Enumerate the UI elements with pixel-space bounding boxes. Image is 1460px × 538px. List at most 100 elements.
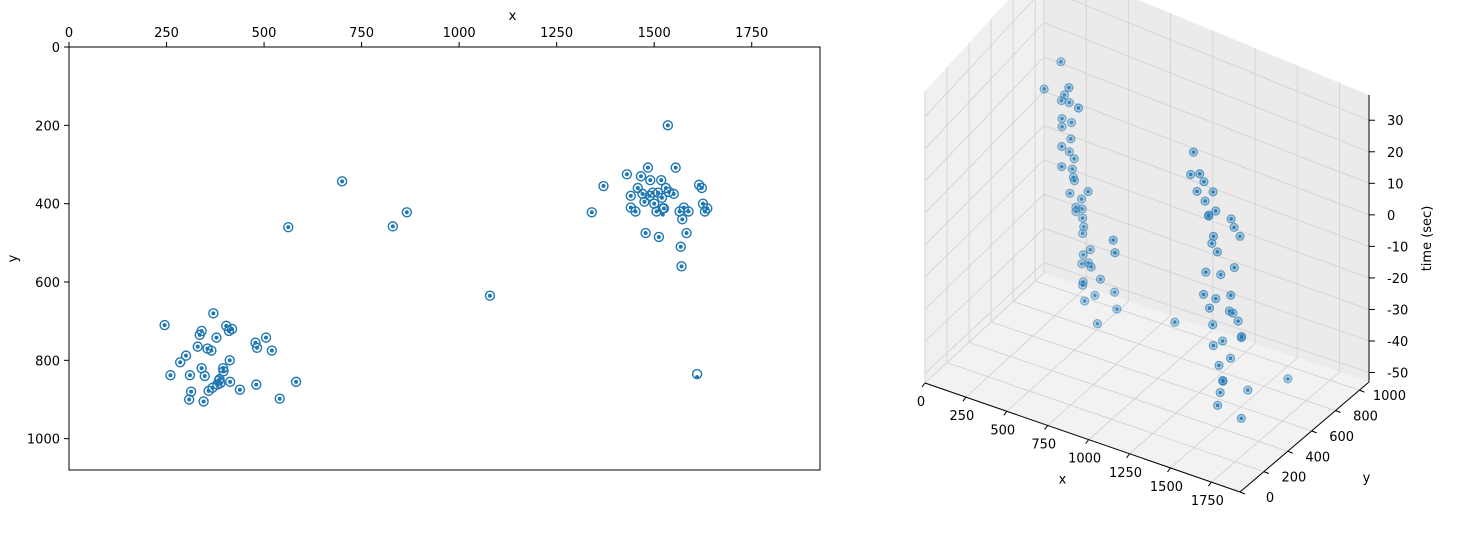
data-point-dot	[1215, 250, 1220, 254]
x-tick-label: 250	[949, 409, 974, 424]
y-tick-label: 200	[1281, 471, 1306, 486]
data-point-dot	[1059, 164, 1064, 169]
data-point-dot	[1072, 156, 1076, 161]
grid-line-x-floor	[1170, 357, 1298, 469]
data-point-dot	[1220, 339, 1225, 343]
data-point-dot	[1239, 416, 1244, 421]
data-point-ring	[691, 368, 703, 380]
data-point-dot	[187, 373, 192, 378]
data-point-dot	[1080, 231, 1085, 236]
data-point-ring	[215, 377, 226, 389]
grid-line-y-floor	[1013, 301, 1336, 411]
data-point-dot	[1076, 106, 1081, 110]
x-tick-label: 1000	[443, 26, 476, 41]
data-point-dot	[1113, 250, 1117, 255]
data-point-dot	[195, 344, 200, 349]
y-tick-mark	[1239, 491, 1246, 495]
data-point-ring	[696, 182, 707, 194]
scatter-3d-chart: 02505007501000125015001750x0200400600800…	[917, 0, 1435, 509]
data-point-dot	[1081, 280, 1085, 284]
x-tick-mark	[1126, 453, 1130, 459]
grid-line-y-floor	[1035, 280, 1360, 391]
data-point-dot	[645, 165, 650, 170]
data-point-dot	[1042, 87, 1046, 91]
data-point-dot	[1232, 265, 1237, 270]
y-tick-label: 1000	[27, 433, 60, 448]
data-point-dot	[1213, 209, 1218, 213]
data-point-dot	[1060, 116, 1064, 121]
data-point-dot	[237, 387, 242, 392]
x-tick-label: 0	[917, 395, 925, 410]
grid-line-z-left	[924, 125, 1045, 246]
data-point-dot	[1069, 120, 1074, 125]
data-point-dot	[184, 353, 189, 358]
data-point-dot	[1239, 335, 1244, 340]
scatter-2d-chart: 0 250 500 750 1000 1250 1500 1750 0 200 400 600 800 1…	[6, 9, 821, 471]
data-point-ring	[183, 394, 195, 405]
data-point-ring	[668, 188, 679, 200]
x-tick-label: 0	[65, 26, 73, 41]
grid-line-x-floor	[965, 286, 1087, 398]
data-point-dot	[1231, 311, 1235, 315]
data-point-ring	[159, 319, 170, 331]
pane-back	[1044, 0, 1369, 382]
y-tick-label: 0	[1266, 491, 1274, 506]
data-point-dot	[1217, 363, 1221, 368]
grid-line-z-back	[1043, 22, 1370, 153]
data-point-ring	[640, 227, 651, 239]
y-axis-label: y	[1363, 471, 1371, 486]
z-tick-label: -40	[1387, 335, 1408, 350]
z-tick-label: -20	[1387, 272, 1408, 287]
data-point-dot	[673, 165, 678, 170]
data-point-dot	[1210, 322, 1215, 327]
y-tick-label: 400	[1305, 450, 1330, 465]
data-point-dot	[1218, 272, 1223, 277]
x-tick-label: 1500	[1150, 480, 1183, 495]
data-point-dot	[187, 397, 192, 402]
data-point-ring	[250, 337, 261, 348]
data-point-dot	[214, 335, 219, 340]
data-point-dot	[1068, 137, 1073, 141]
y-axis-line	[1239, 381, 1370, 493]
data-point-ring	[645, 174, 656, 186]
data-point-dot	[189, 389, 194, 394]
grid-line-x-floor	[924, 272, 1045, 384]
x-tick-label: 250	[154, 26, 179, 41]
x-tick-mark	[1003, 411, 1008, 416]
z-tick-label: 20	[1387, 146, 1404, 161]
data-point-ring	[266, 345, 278, 356]
data-point-dot	[286, 225, 291, 230]
data-point-dot	[1206, 213, 1211, 217]
x-tick-label: 750	[349, 26, 374, 41]
data-point-dot	[228, 379, 233, 384]
x-tick-mark	[1085, 439, 1090, 444]
data-point-dot	[1080, 261, 1084, 266]
y-tick-mark	[1311, 430, 1317, 434]
grid-line-z-left	[924, 193, 1045, 310]
data-point-dot	[1086, 189, 1090, 194]
x-tick-label: 1500	[638, 26, 671, 41]
data-point-dot	[661, 206, 666, 211]
x-tick-mark	[1167, 467, 1171, 473]
plot-frame	[68, 46, 821, 471]
z-tick-label: -30	[1387, 303, 1408, 318]
data-point-ring	[663, 186, 675, 198]
data-point-dot	[1062, 93, 1067, 97]
data-point-ring	[336, 176, 348, 187]
grid-line-z-back	[1043, 56, 1370, 184]
grid-line-y-floor	[946, 362, 1265, 473]
data-point-dot	[679, 264, 684, 269]
z-tick-label: -50	[1387, 367, 1408, 382]
data-point-dot	[178, 360, 183, 365]
data-point-ring	[211, 332, 222, 343]
data-point-ring	[635, 171, 647, 182]
data-point-dot	[1060, 125, 1064, 129]
data-point-dot	[1095, 321, 1100, 326]
data-point-ring	[702, 203, 713, 214]
data-point-ring	[221, 320, 232, 332]
data-point-ring	[662, 120, 674, 131]
y-tick-label: 1000	[1373, 389, 1406, 404]
data-point-ring	[180, 350, 192, 361]
data-point-dot	[1211, 234, 1216, 239]
